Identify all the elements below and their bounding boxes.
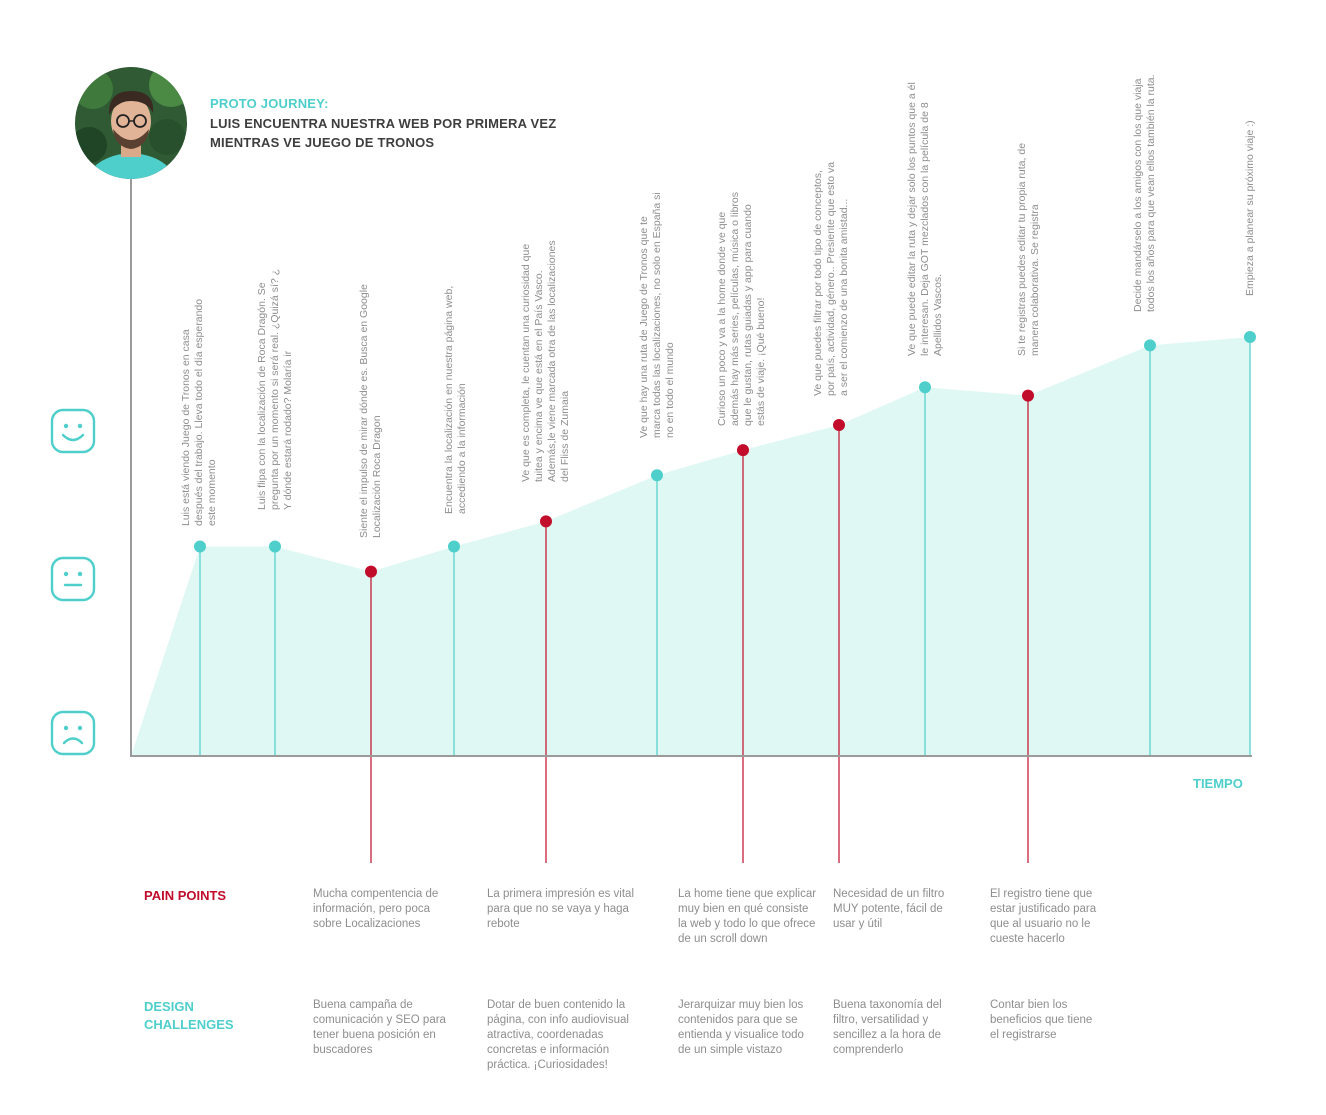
- sad-face-icon: [50, 710, 96, 756]
- pain-point-marker: [1022, 389, 1034, 402]
- step-label: Siente el impulso de mirar dónde es. Bus…: [358, 284, 383, 538]
- step-marker: [1144, 339, 1156, 352]
- journey-kicker: PROTO JOURNEY:: [210, 96, 329, 111]
- pain-point-note: Mucha compentencia de información, pero …: [313, 888, 439, 930]
- step-marker: [448, 540, 460, 553]
- neutral-face-icon: [50, 556, 96, 602]
- pain-point-note: El registro tiene que estar justificado …: [990, 888, 1097, 945]
- x-axis-label: TIEMPO: [1193, 776, 1243, 791]
- step-label: Si te registras puedes editar tu propia …: [1016, 142, 1041, 356]
- pain-points-label: PAIN POINTS: [144, 888, 227, 903]
- step-label: Curioso un poco y va a la home donde ve …: [716, 191, 767, 426]
- design-challenge-note: Buena taxonomía del filtro, versatilidad…: [833, 999, 942, 1056]
- step-marker: [269, 540, 281, 553]
- pain-point-marker: [540, 515, 552, 528]
- step-marker: [194, 540, 206, 553]
- step-label: Ve que hay una ruta de Juego de Tronos q…: [638, 192, 676, 438]
- step-marker: [651, 469, 663, 482]
- avatar: [75, 67, 187, 179]
- step-label: Luis flipa con la localización de Roca D…: [256, 268, 294, 510]
- pain-point-note: Necesidad de un filtro MUY potente, fáci…: [833, 888, 945, 930]
- pain-point-note: La home tiene que explicar muy bien en q…: [678, 888, 817, 945]
- step-label: Ve que puedes filtrar por todo tipo de c…: [812, 161, 850, 396]
- step-label: Decide mandárselo a los amigos con los q…: [1132, 74, 1157, 312]
- step-label: Luis está viendo Juego de Tronos en casa…: [180, 298, 218, 526]
- design-challenges-label: DESIGN CHALLENGES: [144, 999, 234, 1032]
- pain-point-marker: [737, 444, 749, 457]
- design-challenge-note: Contar bien los beneficios que tiene el …: [990, 999, 1093, 1041]
- design-challenge-note: Jerarquizar muy bien los contenidos para…: [678, 999, 804, 1056]
- step-label: Encuentra la localización en nuestra pág…: [443, 285, 468, 514]
- step-marker: [919, 381, 931, 394]
- experience-area: [131, 337, 1250, 756]
- pain-point-marker: [833, 418, 845, 431]
- step-label: Ve que es completa, le cuentan una curio…: [520, 240, 571, 482]
- happy-face-icon: [50, 408, 96, 454]
- pain-point-marker: [365, 565, 377, 578]
- step-label: Ve que puede editar la ruta y dejar solo…: [906, 82, 944, 356]
- pain-point-note: La primera impresión es vital para que n…: [487, 888, 635, 930]
- step-marker: [1244, 331, 1256, 343]
- design-challenge-note: Buena campaña de comunicación y SEO para…: [313, 999, 446, 1056]
- page-title: LUIS ENCUENTRA NUESTRA WEB POR PRIMERA V…: [210, 116, 557, 150]
- design-challenge-note: Dotar de buen contenido la página, con i…: [487, 999, 629, 1071]
- step-label: Empieza a planear su próximo viaje :): [1244, 120, 1256, 296]
